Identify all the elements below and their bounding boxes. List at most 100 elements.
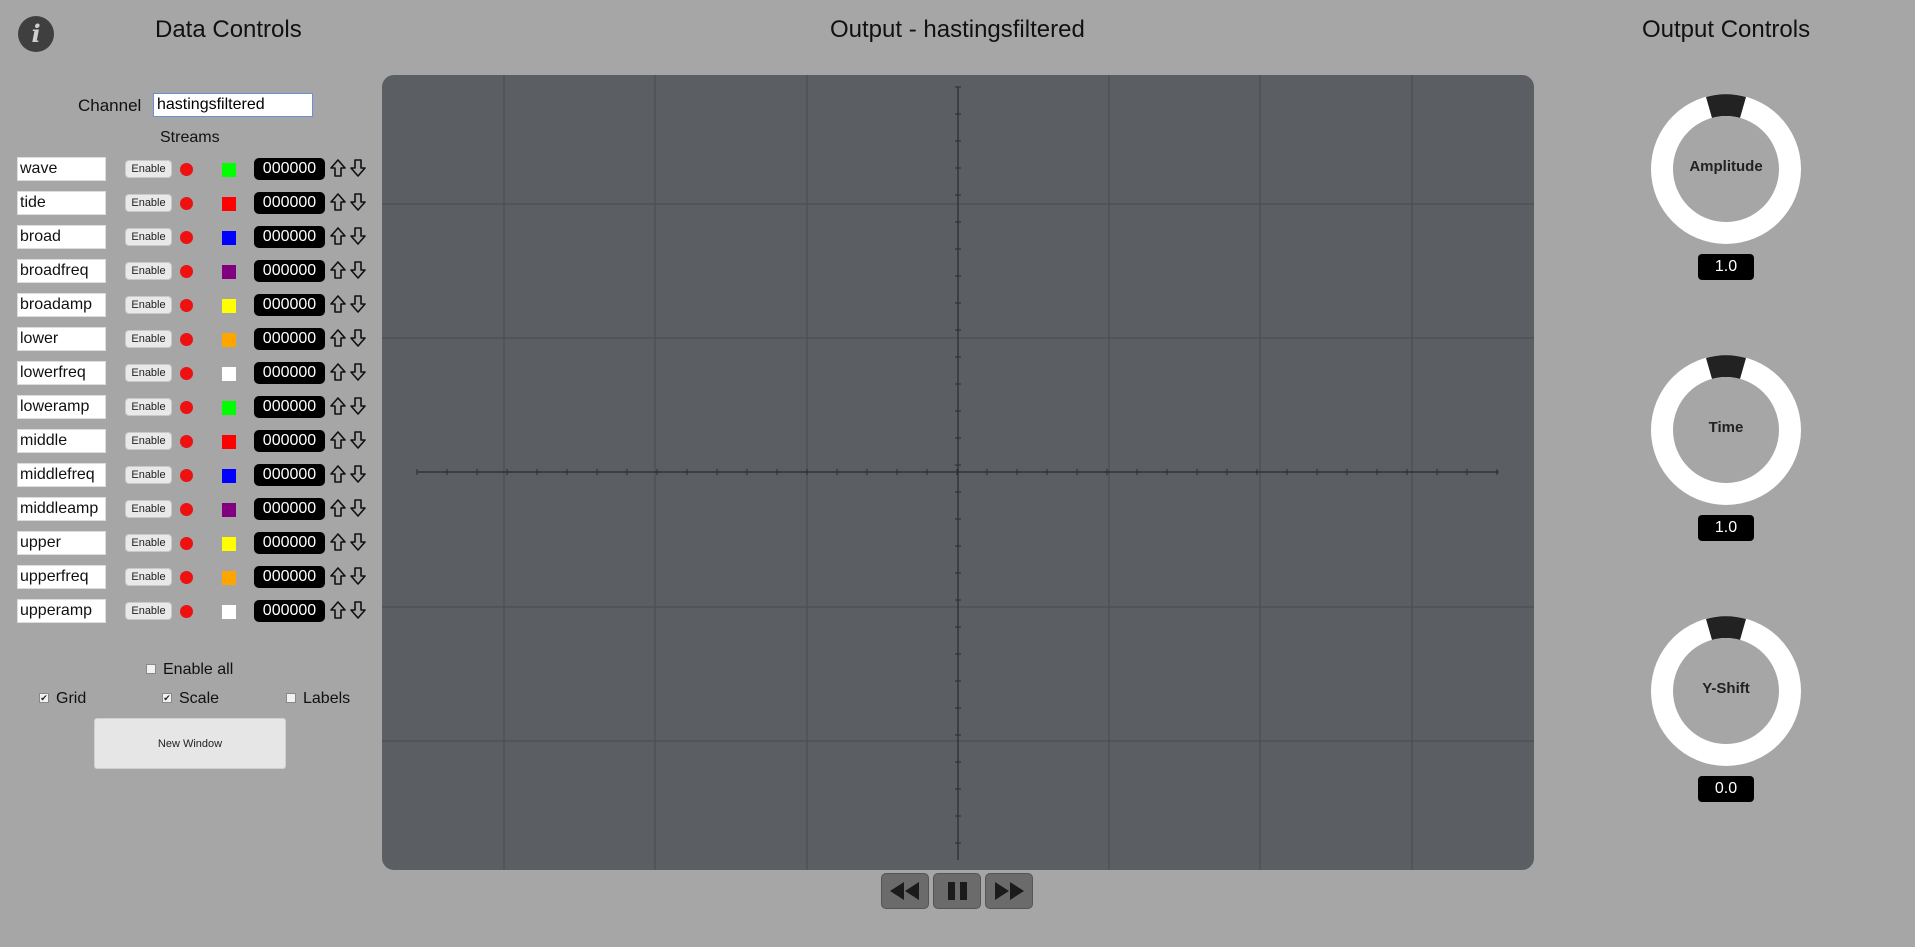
arrow-up-icon[interactable] — [330, 532, 346, 552]
labels-label: Labels — [303, 690, 351, 707]
arrow-down-icon[interactable] — [350, 566, 366, 586]
stream-status-dot — [180, 435, 193, 448]
stream-enable-button[interactable]: Enable — [125, 330, 172, 348]
arrow-down-icon[interactable] — [350, 498, 366, 518]
stream-enable-button[interactable]: Enable — [125, 568, 172, 586]
stream-name-field[interactable]: middlefreq — [17, 463, 106, 487]
stream-name-field[interactable]: upper — [17, 531, 106, 555]
stream-color-swatch[interactable] — [222, 197, 236, 211]
arrow-up-icon[interactable] — [330, 362, 346, 382]
arrow-up-icon[interactable] — [330, 396, 346, 416]
stream-color-swatch[interactable] — [222, 299, 236, 313]
pause-button[interactable] — [933, 873, 981, 909]
stream-name-field[interactable]: upperfreq — [17, 565, 106, 589]
stream-name-field[interactable]: upperamp — [17, 599, 106, 623]
stream-name-field[interactable]: lower — [17, 327, 106, 351]
arrow-up-icon[interactable] — [330, 192, 346, 212]
stream-row: upper Enable 000000 — [17, 530, 372, 556]
stream-name-field[interactable]: middleamp — [17, 497, 106, 521]
arrow-down-icon[interactable] — [350, 328, 366, 348]
stream-color-swatch[interactable] — [222, 163, 236, 177]
time-knob-indicator — [1706, 355, 1746, 379]
stream-name-field[interactable]: tide — [17, 191, 106, 215]
amplitude-knob-indicator — [1706, 94, 1746, 118]
stream-name-field[interactable]: loweramp — [17, 395, 106, 419]
stream-enable-button[interactable]: Enable — [125, 398, 172, 416]
stream-enable-button[interactable]: Enable — [125, 296, 172, 314]
scale-checkbox[interactable]: ✔ — [162, 693, 172, 703]
labels-checkbox[interactable] — [286, 693, 296, 703]
stream-name-field[interactable]: middle — [17, 429, 106, 453]
fast-forward-button[interactable] — [985, 873, 1033, 909]
grid-label: Grid — [56, 690, 87, 707]
stream-name-field[interactable]: lowerfreq — [17, 361, 106, 385]
output-controls-title: Output Controls — [1642, 16, 1811, 43]
stream-enable-button[interactable]: Enable — [125, 262, 172, 280]
stream-color-swatch[interactable] — [222, 333, 236, 347]
stream-enable-button[interactable]: Enable — [125, 228, 172, 246]
stream-color-swatch[interactable] — [222, 367, 236, 381]
arrow-up-icon[interactable] — [330, 498, 346, 518]
arrow-up-icon[interactable] — [330, 158, 346, 178]
streams-label: Streams — [160, 129, 220, 146]
stream-enable-button[interactable]: Enable — [125, 602, 172, 620]
stream-enable-button[interactable]: Enable — [125, 432, 172, 450]
rewind-button[interactable] — [881, 873, 929, 909]
stream-color-swatch[interactable] — [222, 503, 236, 517]
arrow-up-icon[interactable] — [330, 566, 346, 586]
stream-enable-button[interactable]: Enable — [125, 364, 172, 382]
amplitude-value: 1.0 — [1698, 254, 1754, 280]
stream-row: broadfreq Enable 000000 — [17, 258, 372, 284]
stream-row: upperamp Enable 000000 — [17, 598, 372, 624]
stream-name-field[interactable]: wave — [17, 157, 106, 181]
arrow-up-icon[interactable] — [330, 226, 346, 246]
arrow-up-icon[interactable] — [330, 600, 346, 620]
stream-color-swatch[interactable] — [222, 537, 236, 551]
stream-enable-button[interactable]: Enable — [125, 160, 172, 178]
stream-name-field[interactable]: broad — [17, 225, 106, 249]
stream-name-field[interactable]: broadfreq — [17, 259, 106, 283]
stream-enable-button[interactable]: Enable — [125, 534, 172, 552]
stream-color-swatch[interactable] — [222, 571, 236, 585]
arrow-down-icon[interactable] — [350, 532, 366, 552]
arrow-up-icon[interactable] — [330, 328, 346, 348]
stream-name-field[interactable]: broadamp — [17, 293, 106, 317]
enable-all-checkbox[interactable] — [146, 664, 156, 674]
arrow-down-icon[interactable] — [350, 260, 366, 280]
amplitude-knob-center — [1673, 116, 1779, 222]
stream-color-swatch[interactable] — [222, 469, 236, 483]
time-label: Time — [1708, 419, 1744, 436]
arrow-down-icon[interactable] — [350, 192, 366, 212]
arrow-up-icon[interactable] — [330, 294, 346, 314]
stream-color-swatch[interactable] — [222, 435, 236, 449]
enable-all-label: Enable all — [163, 661, 234, 678]
output-plot[interactable] — [382, 75, 1534, 870]
stream-color-swatch[interactable] — [222, 605, 236, 619]
stream-status-dot — [180, 605, 193, 618]
stream-color-swatch[interactable] — [222, 265, 236, 279]
stream-row: loweramp Enable 000000 — [17, 394, 372, 420]
stream-enable-button[interactable]: Enable — [125, 466, 172, 484]
stream-status-dot — [180, 299, 193, 312]
new-window-button[interactable]: New Window — [94, 718, 286, 769]
stream-color-swatch[interactable] — [222, 231, 236, 245]
arrow-up-icon[interactable] — [330, 464, 346, 484]
stream-enable-button[interactable]: Enable — [125, 500, 172, 518]
grid-checkbox[interactable]: ✔ — [39, 693, 49, 703]
info-icon[interactable]: i — [18, 16, 54, 52]
arrow-down-icon[interactable] — [350, 600, 366, 620]
stream-enable-button[interactable]: Enable — [125, 194, 172, 212]
arrow-up-icon[interactable] — [330, 260, 346, 280]
arrow-down-icon[interactable] — [350, 294, 366, 314]
arrow-down-icon[interactable] — [350, 396, 366, 416]
arrow-down-icon[interactable] — [350, 226, 366, 246]
arrow-down-icon[interactable] — [350, 158, 366, 178]
arrow-down-icon[interactable] — [350, 430, 366, 450]
arrow-down-icon[interactable] — [350, 464, 366, 484]
channel-input[interactable] — [153, 93, 313, 117]
arrow-up-icon[interactable] — [330, 430, 346, 450]
stream-counter: 000000 — [254, 362, 325, 384]
stream-color-swatch[interactable] — [222, 401, 236, 415]
stream-counter: 000000 — [254, 498, 325, 520]
arrow-down-icon[interactable] — [350, 362, 366, 382]
